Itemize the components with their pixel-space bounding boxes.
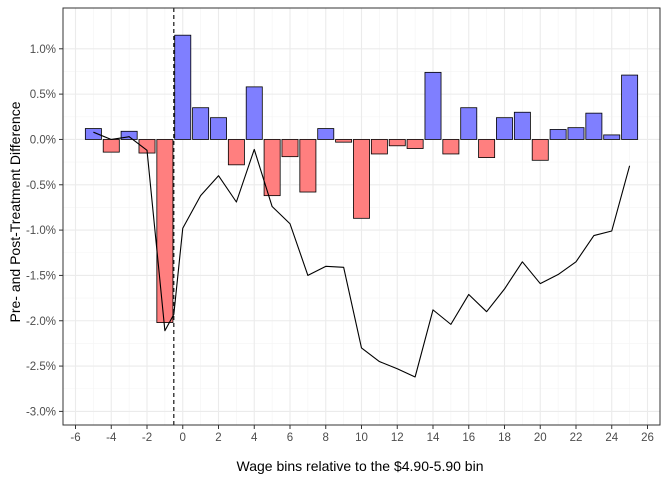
y-tick-label: 1.0%	[30, 44, 56, 56]
bar	[281, 139, 299, 158]
bar	[496, 117, 513, 140]
x-tick-label: 10	[355, 432, 368, 444]
bar	[192, 107, 210, 140]
x-axis: -6 -4 -2 0 2 4 6 8 10 12 14 16 18 20 22 24 26	[70, 425, 654, 444]
bar	[567, 127, 585, 140]
y-tick-label: -1.5%	[26, 270, 56, 282]
bar	[388, 139, 406, 147]
bar	[317, 128, 335, 140]
bar	[513, 111, 531, 140]
y-tick-label: -2.5%	[26, 361, 56, 373]
bar	[174, 34, 192, 140]
bar	[621, 74, 639, 140]
x-axis-title: Wage bins relative to the $4.90-5.90 bin	[237, 458, 484, 474]
x-tick-label: 24	[605, 432, 618, 444]
bar	[263, 139, 281, 197]
bar	[370, 139, 388, 155]
x-tick-label: 6	[287, 432, 293, 444]
bar	[245, 86, 263, 140]
line-series-layer	[93, 131, 631, 378]
x-tick-label: 0	[180, 432, 186, 444]
y-tick-label: -0.5%	[26, 180, 56, 192]
x-tick-label: 16	[462, 432, 475, 444]
y-tick-label: 0.0%	[30, 134, 56, 146]
x-tick-label: 18	[498, 432, 511, 444]
x-tick-label: -2	[142, 432, 152, 444]
bar	[478, 139, 496, 158]
bar	[210, 117, 227, 140]
bar	[603, 134, 621, 140]
x-tick-label: -4	[106, 432, 117, 444]
bar	[102, 139, 120, 153]
y-tick-label: -1.0%	[26, 225, 56, 237]
bar	[549, 129, 567, 140]
bar	[585, 112, 603, 140]
y-axis: 1.0% 0.5% 0.0% -0.5% -1.0% -1.5% -2.0% -2.5% -3.…	[26, 44, 63, 418]
y-tick-label: -2.0%	[26, 316, 56, 328]
bar	[531, 139, 549, 161]
bar	[406, 139, 424, 149]
bar	[120, 130, 138, 140]
bar	[424, 71, 442, 140]
x-tick-label: 22	[570, 432, 583, 444]
x-tick-label: 20	[534, 432, 547, 444]
bar	[335, 139, 353, 143]
x-tick-label: 12	[391, 432, 404, 444]
x-tick-label: -6	[70, 432, 80, 444]
bar	[299, 139, 317, 193]
x-tick-label: 26	[641, 432, 654, 444]
bar	[156, 139, 174, 323]
line-series	[93, 131, 631, 378]
bar	[353, 139, 370, 219]
bar-series	[84, 34, 639, 323]
bar	[227, 139, 245, 166]
y-tick-label: -3.0%	[26, 406, 56, 418]
bar	[460, 107, 478, 140]
bar	[84, 128, 102, 140]
y-axis-title: Pre- and Post-Treatment Difference	[7, 101, 23, 322]
major-gridlines	[63, 8, 660, 425]
x-tick-label: 2	[215, 432, 221, 444]
x-tick-label: 14	[427, 432, 440, 444]
x-tick-label: 4	[251, 432, 258, 444]
bar	[442, 139, 460, 155]
x-tick-label: 8	[323, 432, 329, 444]
y-tick-label: 0.5%	[30, 89, 56, 101]
